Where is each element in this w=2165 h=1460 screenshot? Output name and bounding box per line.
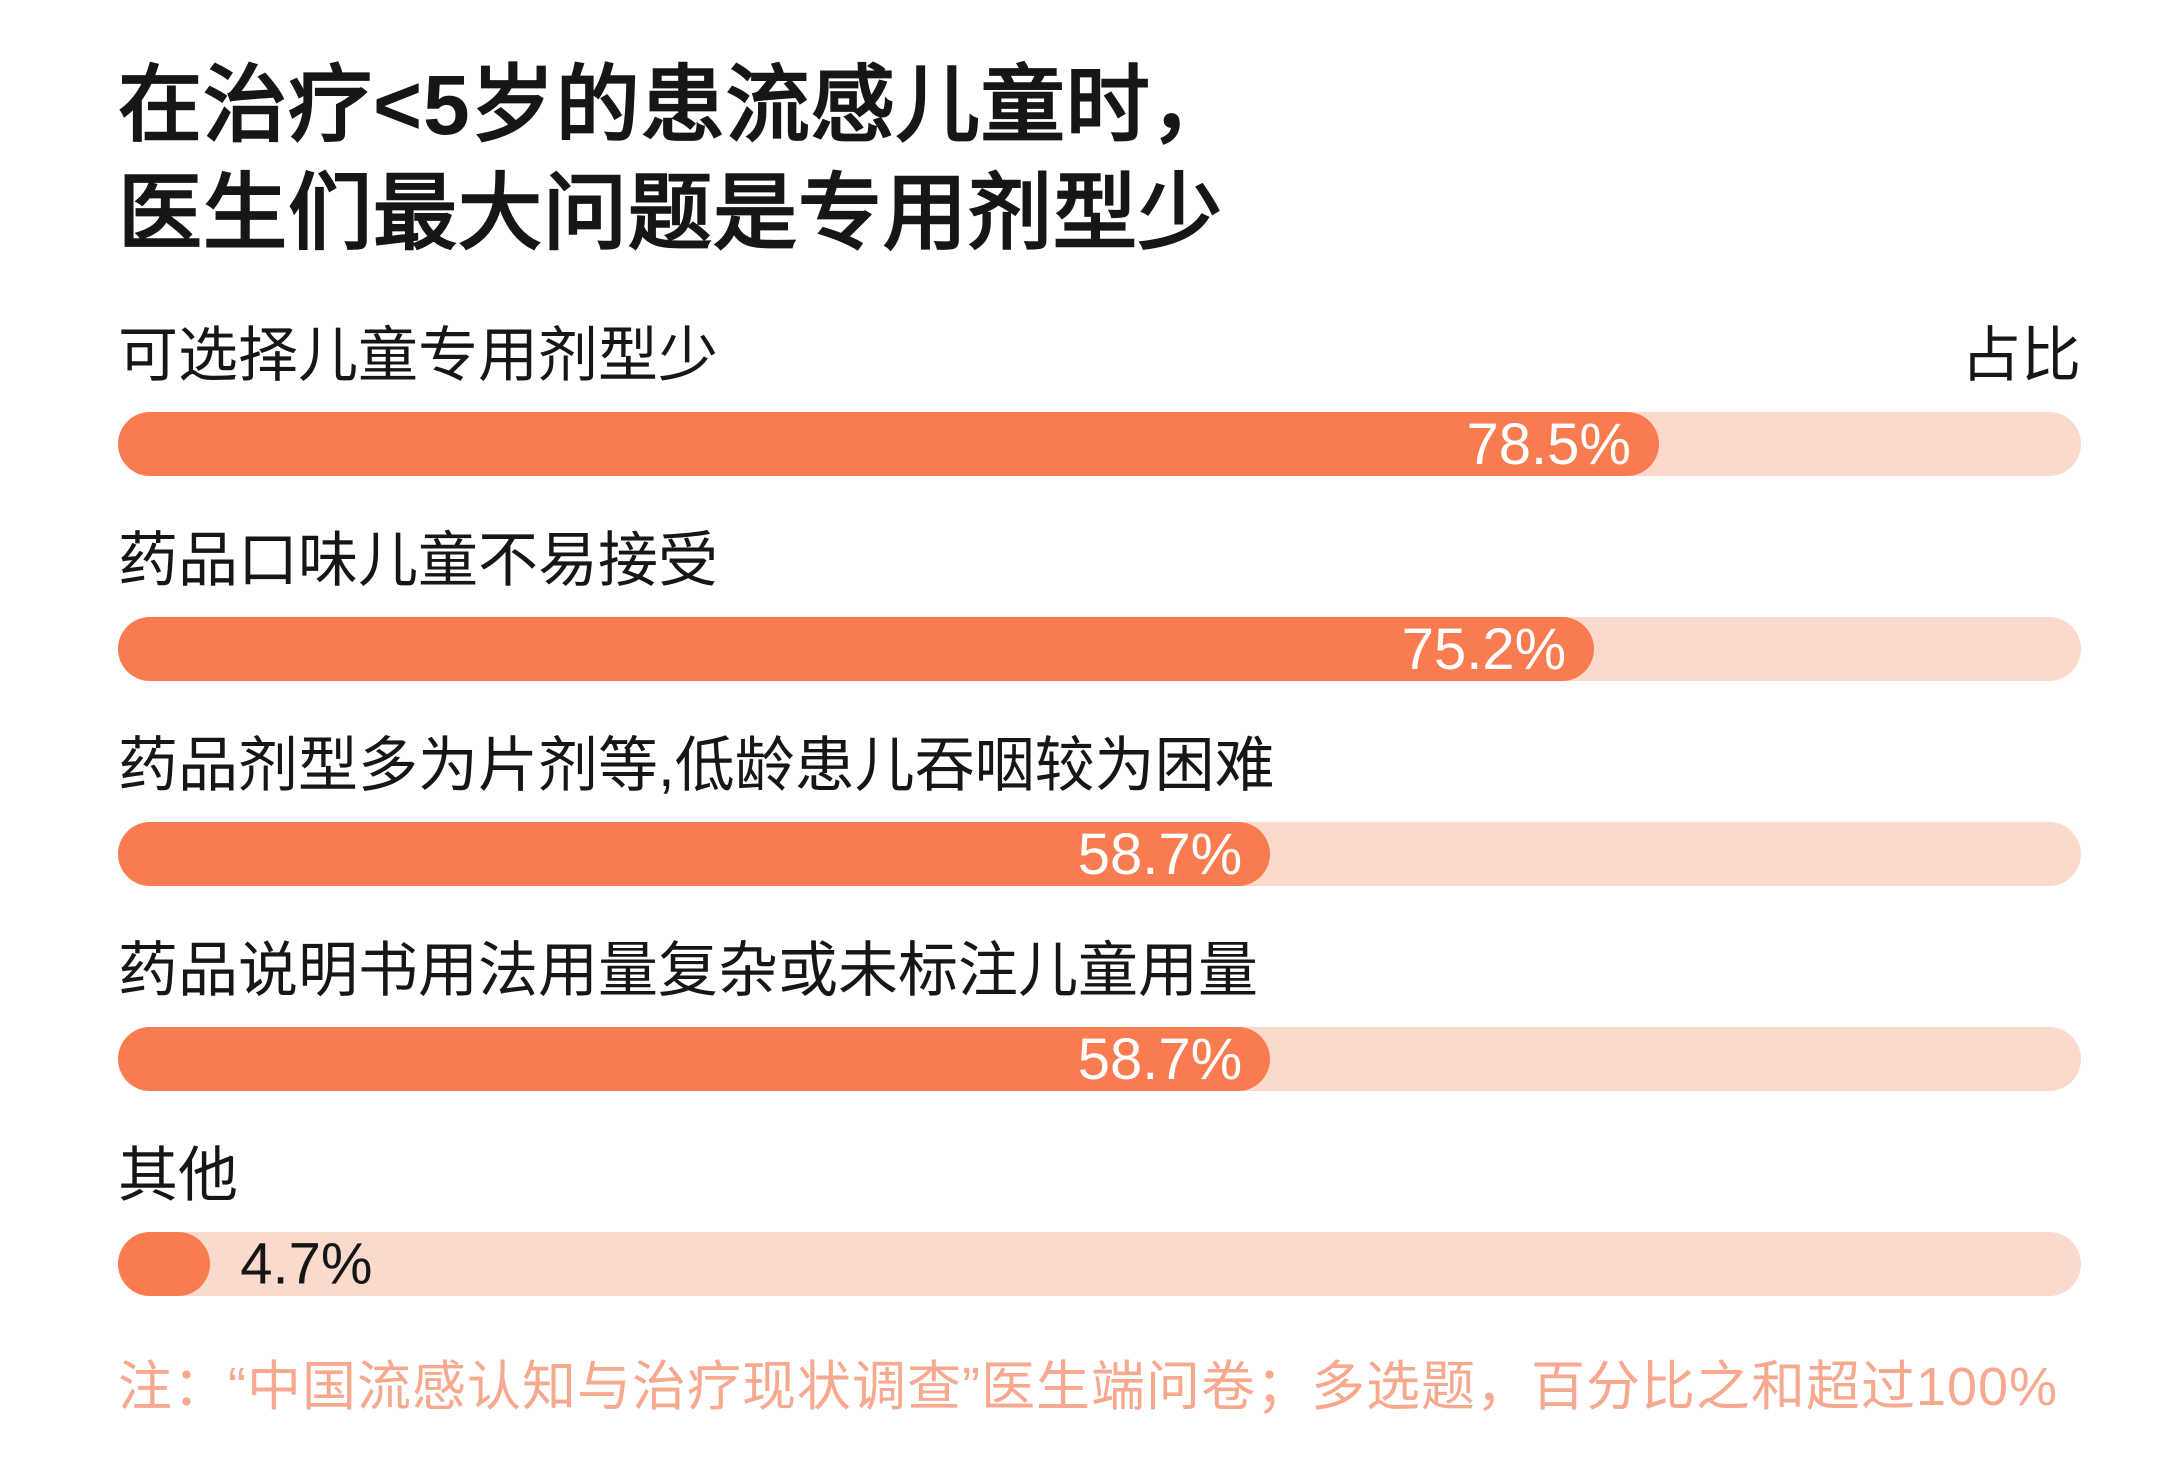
bar-category-label: 药品说明书用法用量复杂或未标注儿童用量 [118, 937, 1258, 1005]
bar-row-label-line: 可选择儿童专用剂型少 占比 [118, 321, 2081, 390]
source-note: 注：“中国流感认知与治疗现状调查”医生端问卷；多选题，百分比之和超过100% [118, 1357, 2059, 1418]
bar-row: 可选择儿童专用剂型少 占比 78.5% [118, 321, 2081, 477]
bar-fill: 75.2% [118, 616, 1595, 682]
bar-value-label: 58.7% [1077, 821, 1243, 887]
bar-fill [118, 1232, 211, 1297]
bar-row-label-line: 药品口味儿童不易接受 [118, 526, 2081, 595]
bar-track: 75.2% [118, 616, 2081, 682]
bar-value-label: 4.7% [240, 1231, 373, 1297]
bar-row-label-line: 药品剂型多为片剂等,低龄患儿吞咽较为困难 [118, 731, 2081, 800]
axis-header-label: 占比 [1961, 322, 2081, 390]
bar-fill: 78.5% [118, 411, 1659, 477]
chart-page: 在治疗<5岁的患流感儿童时， 医生们最大问题是专用剂型少 可选择儿童专用剂型少 … [118, 52, 2081, 1418]
bar-track: 58.7% [118, 821, 2081, 887]
bar-category-label: 可选择儿童专用剂型少 [118, 322, 718, 390]
bar-category-label: 药品口味儿童不易接受 [118, 527, 718, 595]
chart-title-line-1: 在治疗<5岁的患流感儿童时， [118, 58, 1236, 152]
bar-track: 4.7% [118, 1231, 2081, 1297]
bar-fill: 58.7% [118, 821, 1271, 887]
bar-track: 78.5% [118, 411, 2081, 477]
bar-value-label: 78.5% [1466, 411, 1631, 477]
bar-row: 药品剂型多为片剂等,低龄患儿吞咽较为困难 58.7% [118, 731, 2081, 887]
bar-value-label: 75.2% [1401, 616, 1567, 682]
bar-track: 58.7% [118, 1026, 2081, 1092]
bar-fill: 58.7% [118, 1026, 1271, 1092]
chart-title: 在治疗<5岁的患流感儿童时， 医生们最大问题是专用剂型少 [118, 52, 2081, 267]
bar-row-label-line: 其他 [118, 1141, 2081, 1210]
bar-row: 药品口味儿童不易接受 75.2% [118, 526, 2081, 682]
bar-category-label: 药品剂型多为片剂等,低龄患儿吞咽较为困难 [118, 732, 1275, 800]
bar-row: 其他 4.7% [118, 1141, 2081, 1297]
chart-title-line-2: 医生们最大问题是专用剂型少 [118, 165, 1224, 260]
bar-category-label: 其他 [118, 1142, 238, 1210]
bar-row: 药品说明书用法用量复杂或未标注儿童用量 58.7% [118, 936, 2081, 1092]
bar-value-label: 58.7% [1077, 1026, 1243, 1092]
bar-row-label-line: 药品说明书用法用量复杂或未标注儿童用量 [118, 936, 2081, 1005]
